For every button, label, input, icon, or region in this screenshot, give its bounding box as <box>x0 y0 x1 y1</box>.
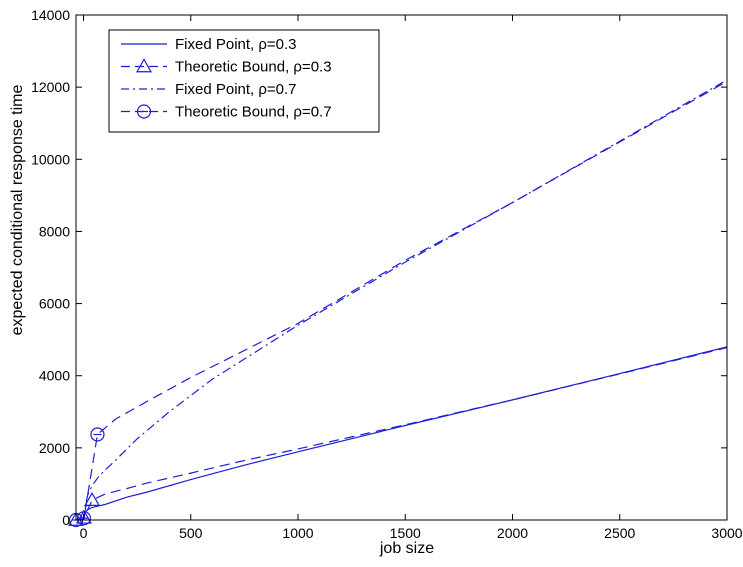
y-tick-label: 2000 <box>39 440 70 456</box>
x-tick-label: 0 <box>80 525 88 541</box>
x-tick-label: 1500 <box>390 525 421 541</box>
x-tick-label: 2000 <box>497 525 528 541</box>
legend-label: Theoretic Bound, ρ=0.7 <box>175 104 332 121</box>
legend-label: Fixed Point, ρ=0.7 <box>175 81 297 98</box>
legend-label: Theoretic Bound, ρ=0.3 <box>175 59 332 76</box>
legend-label: Fixed Point, ρ=0.3 <box>175 36 297 53</box>
series-line-1 <box>82 346 728 521</box>
x-axis-label: job size <box>379 540 434 557</box>
legend-entry: Fixed Point, ρ=0.3 <box>121 36 297 53</box>
plot-frame <box>75 14 728 521</box>
series-4-marker <box>76 511 92 526</box>
series-line-4 <box>75 80 728 521</box>
series-2 <box>67 346 728 526</box>
x-tick-label: 3000 <box>711 525 742 541</box>
y-tick-label: 12000 <box>31 79 70 95</box>
y-tick-label: 0 <box>62 512 70 528</box>
series-line-2 <box>75 346 728 521</box>
series-2-marker <box>75 509 92 524</box>
x-tick-label: 2500 <box>604 525 635 541</box>
series-4 <box>68 80 728 528</box>
series-1 <box>82 346 728 521</box>
y-tick-label: 8000 <box>39 223 70 239</box>
legend-box <box>108 29 380 133</box>
x-tick-label: 500 <box>179 525 203 541</box>
series-2-marker <box>84 491 101 507</box>
legend-marker <box>136 104 152 119</box>
legend-entry: Theoretic Bound, ρ=0.7 <box>121 104 332 121</box>
y-tick-label: 6000 <box>39 296 70 312</box>
y-tick-label: 4000 <box>39 368 70 384</box>
legend-marker <box>135 58 153 73</box>
series-line-3 <box>82 79 728 521</box>
y-axis-label: expected conditional response time <box>9 84 26 335</box>
x-tick-label: 1000 <box>282 525 313 541</box>
series-3 <box>82 79 728 521</box>
y-tick-label: 14000 <box>31 7 70 23</box>
legend-entry: Theoretic Bound, ρ=0.3 <box>121 58 332 76</box>
legend-entry: Fixed Point, ρ=0.7 <box>121 81 297 98</box>
series-4-marker <box>90 427 105 442</box>
y-tick-label: 10000 <box>31 151 70 167</box>
